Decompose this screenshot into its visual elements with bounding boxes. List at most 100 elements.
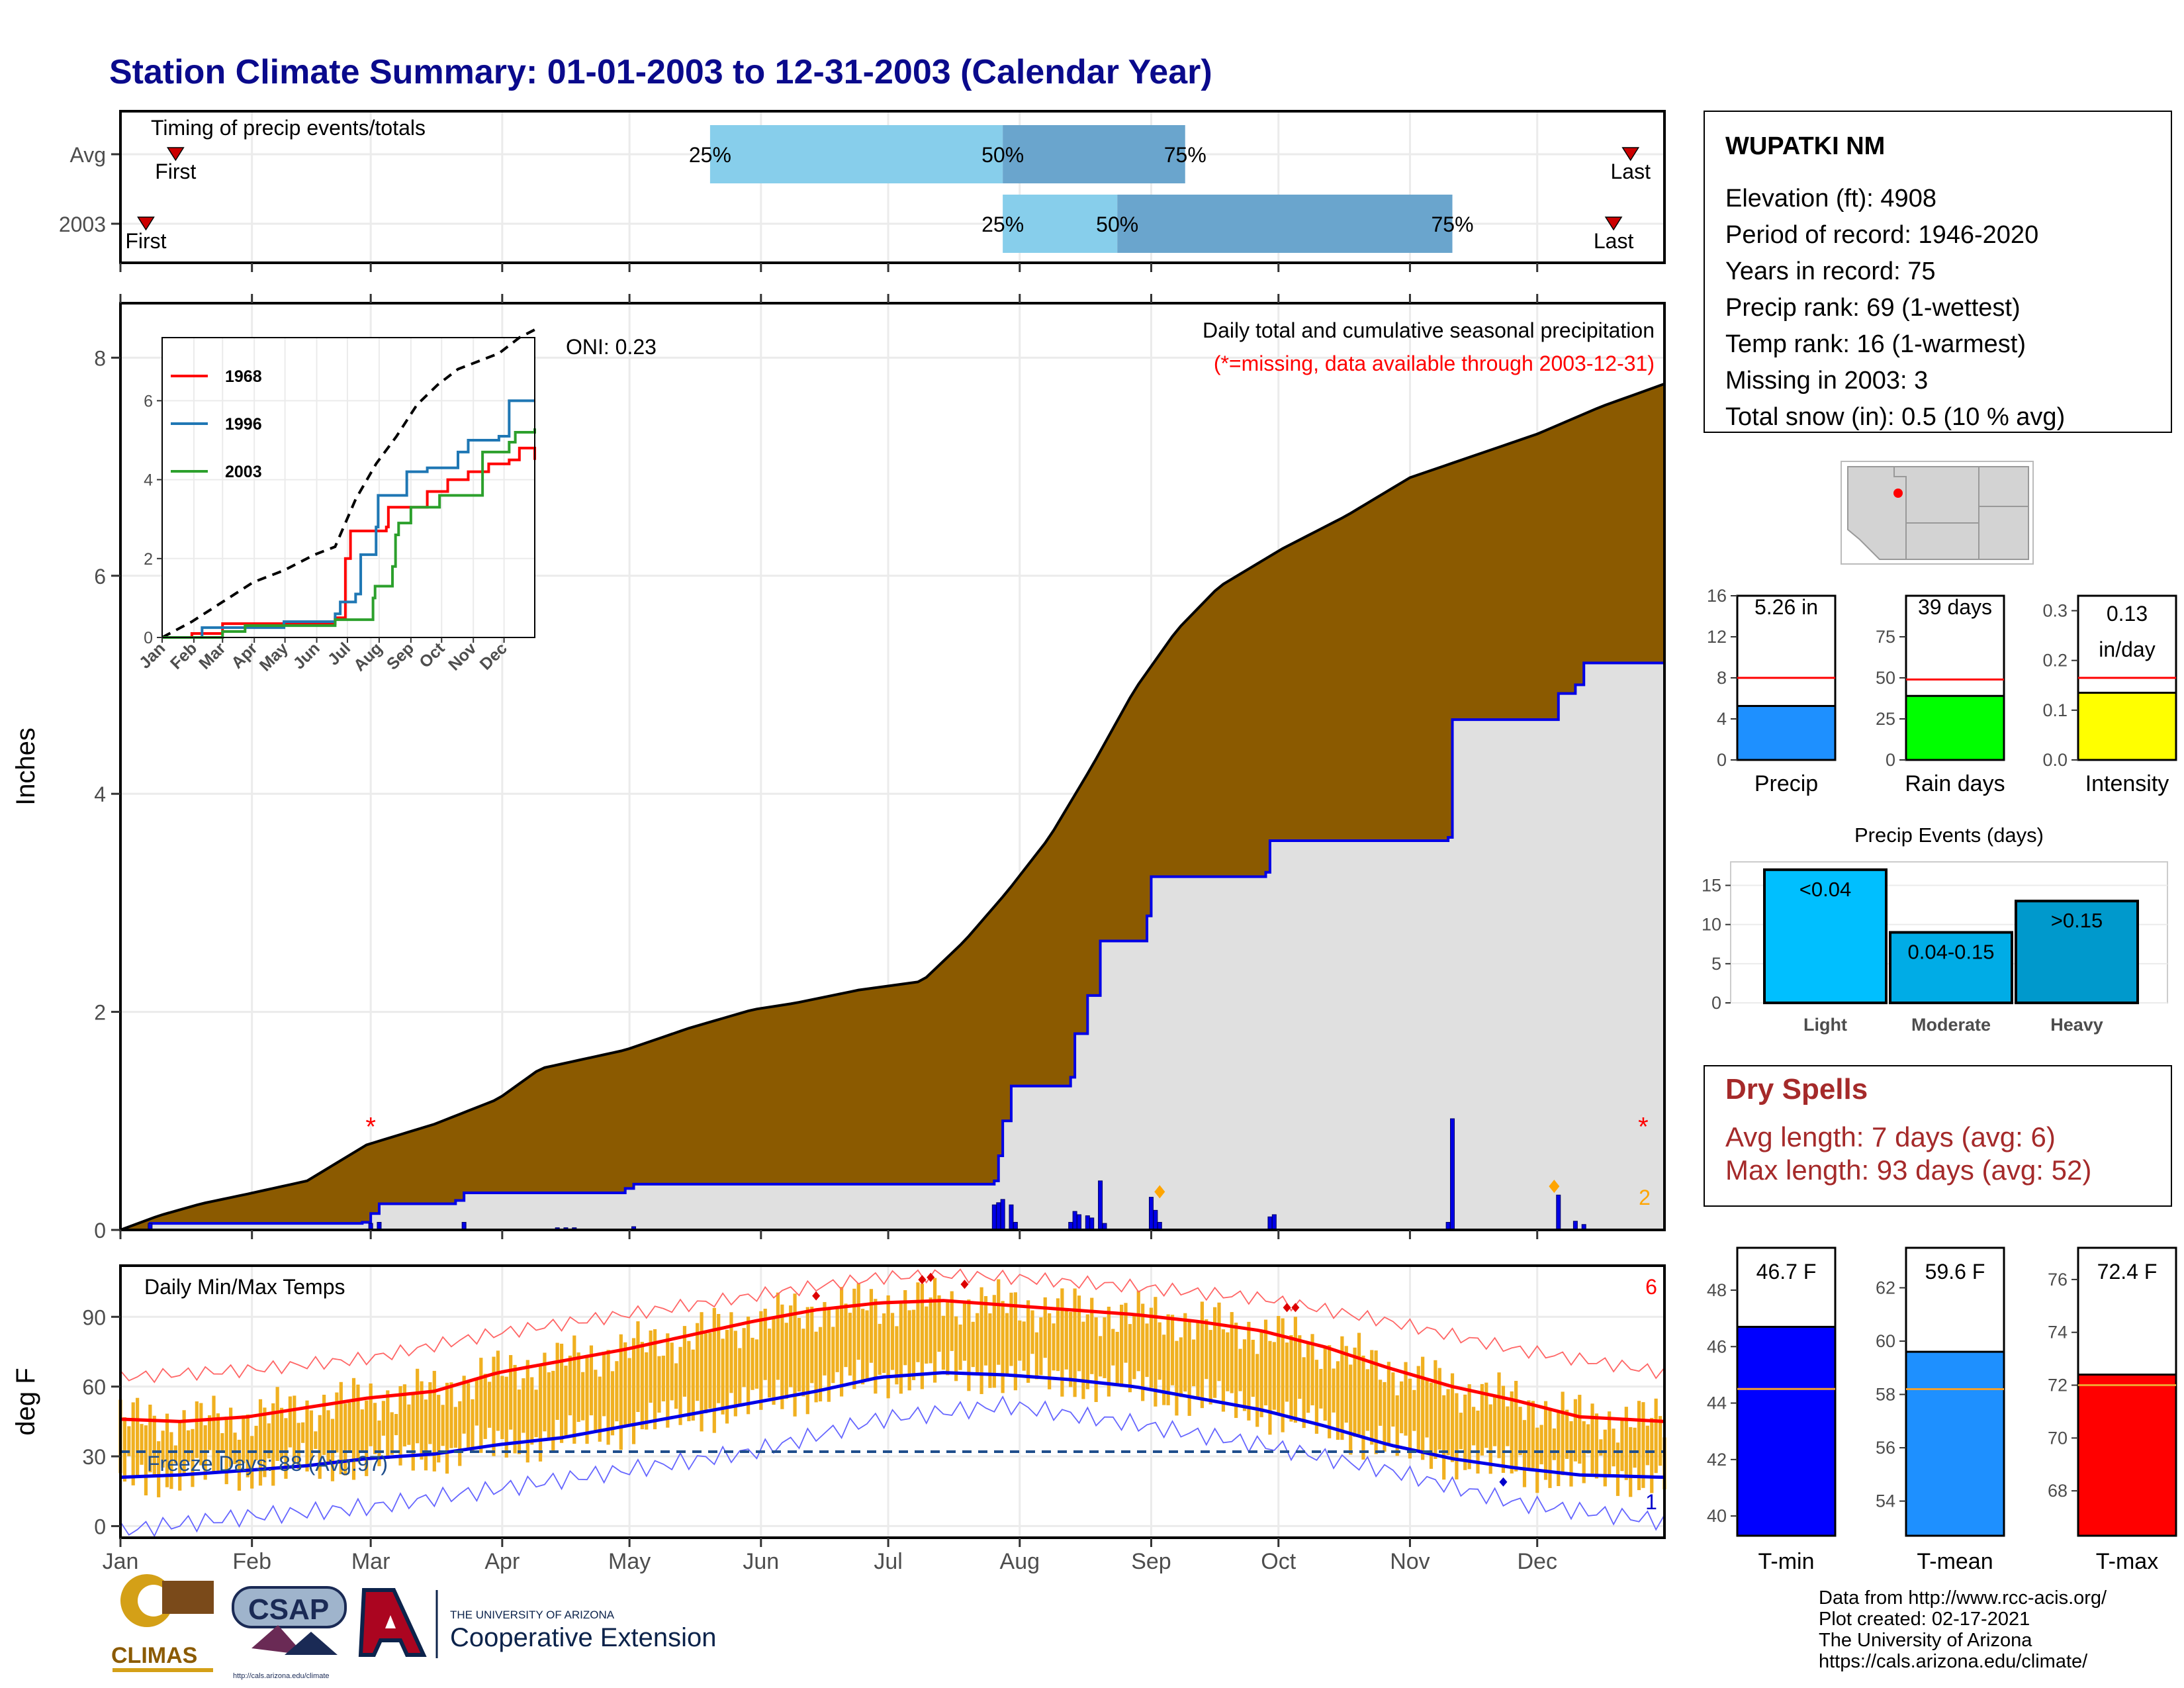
daily-temp-bar	[1022, 1321, 1026, 1371]
daily-temp-bar	[1081, 1321, 1085, 1399]
daily-temp-bar	[1565, 1409, 1569, 1459]
daily-precip-bar	[1009, 1204, 1014, 1231]
daily-temp-bar	[207, 1415, 212, 1450]
daily-temp-bar	[1471, 1407, 1476, 1446]
daily-temp-bar	[1077, 1295, 1081, 1372]
daily-temp-bar	[466, 1383, 471, 1450]
daily-temp-bar	[504, 1376, 508, 1458]
daily-temp-bar	[619, 1334, 623, 1450]
daily-temp-bar	[351, 1378, 356, 1480]
daily-temp-bar	[1391, 1372, 1395, 1427]
daily-temp-bar	[500, 1376, 504, 1439]
daily-temp-bar	[559, 1343, 564, 1443]
daily-temp-bar	[568, 1355, 572, 1416]
daily-temp-bar	[543, 1352, 547, 1432]
daily-temp-bar	[1226, 1332, 1230, 1391]
daily-temp-bar	[649, 1330, 653, 1403]
gauge-value-label: 39 days	[1918, 595, 1992, 619]
daily-temp-bar	[1314, 1360, 1319, 1434]
daily-temp-bar	[886, 1295, 890, 1399]
timing-title: Timing of precip events/totals	[151, 116, 426, 140]
daily-temp-bar	[670, 1342, 674, 1401]
y-tick-label: 2	[94, 1001, 106, 1025]
daily-temp-bar	[615, 1361, 619, 1422]
highlight-marker	[1154, 1185, 1165, 1199]
daily-precip-bar	[1085, 1215, 1090, 1231]
daily-precip-bar	[1077, 1214, 1082, 1231]
daily-temp-bar	[691, 1349, 695, 1421]
daily-temp-bar	[152, 1415, 156, 1477]
daily-temp-bar	[555, 1342, 559, 1421]
events-tick-label: 10	[1702, 915, 1721, 935]
record-high-marker	[918, 1275, 927, 1285]
daily-temp-bar	[594, 1370, 598, 1432]
gauge-tick-label: 0	[1886, 750, 1895, 770]
daily-precip-bar	[1153, 1209, 1158, 1231]
daily-temp-bar	[581, 1372, 585, 1421]
daily-temp-bar	[216, 1413, 220, 1473]
event-marker	[1621, 147, 1640, 162]
missing-count: 2	[1639, 1186, 1651, 1209]
inset-average-line	[161, 328, 535, 639]
daily-temp-bar	[666, 1333, 670, 1428]
daily-precip-bar	[1450, 1118, 1455, 1231]
daily-temp-bar	[1289, 1335, 1293, 1422]
missing-marker: *	[365, 1112, 376, 1141]
daily-temp-bar	[1293, 1317, 1297, 1423]
tgauge-tick-label: 70	[2048, 1428, 2068, 1448]
inset-y-tick-label: 2	[144, 550, 153, 569]
tgauge-label: T-max	[2096, 1549, 2158, 1574]
inset-series-2003	[162, 428, 536, 639]
panel-border	[119, 1264, 1666, 1539]
inset-series-1968	[162, 446, 536, 639]
daily-temp-bar	[946, 1300, 950, 1376]
gauge-tick-label: 50	[1876, 668, 1895, 688]
daily-temp-bar	[780, 1304, 784, 1409]
daily-temp-bar	[229, 1407, 233, 1468]
daily-temp-bar	[810, 1306, 814, 1383]
daily-temp-bar	[1255, 1354, 1259, 1427]
daily-temp-bar	[1608, 1411, 1612, 1475]
gauge-bar	[2077, 692, 2177, 761]
gauge-label: Rain days	[1905, 771, 2005, 796]
daily-temp-bar	[1535, 1427, 1539, 1493]
inset-month-label: Oct	[416, 639, 449, 672]
daily-temp-bar	[657, 1356, 661, 1413]
event-marker	[137, 216, 155, 231]
daily-temp-bar	[1416, 1366, 1420, 1452]
daily-temp-bar	[165, 1413, 169, 1487]
daily-temp-bar	[1543, 1401, 1548, 1480]
event-label: First	[155, 160, 196, 183]
credit-line: https://cals.arizona.edu/climate/	[1819, 1651, 2088, 1672]
daily-temp-bar	[1060, 1288, 1064, 1397]
daily-temp-bar	[530, 1377, 534, 1445]
y-tick-label: 90	[82, 1305, 106, 1329]
daily-temp-bar	[674, 1363, 678, 1409]
daily-temp-bar	[1085, 1314, 1089, 1389]
events-bar-label: 0.04-0.15	[1908, 941, 1995, 964]
record-low-count: 1	[1645, 1490, 1657, 1514]
daily-temp-bar	[865, 1310, 869, 1382]
daily-temp-bar	[1463, 1394, 1467, 1470]
gauge-bar	[1736, 704, 1837, 761]
inset-month-label: Aug	[350, 639, 386, 675]
daily-temp-bar	[1281, 1318, 1285, 1432]
tgauge-tick-label: 46	[1707, 1336, 1727, 1356]
daily-temp-bar	[432, 1370, 436, 1472]
daily-temp-bar	[1149, 1307, 1154, 1388]
daily-temp-bar	[318, 1415, 322, 1479]
daily-precip-bar	[1072, 1211, 1077, 1231]
quartile-bar-upper	[1117, 195, 1453, 253]
daily-temp-bar	[1259, 1331, 1263, 1417]
month-label: May	[608, 1549, 651, 1574]
daily-temp-bar	[1166, 1314, 1170, 1405]
daily-temp-bar	[1158, 1322, 1161, 1380]
daily-temp-bar	[682, 1326, 687, 1397]
daily-temp-bar	[979, 1287, 983, 1394]
quartile-bar-lower	[1003, 195, 1118, 253]
y-tick-label: 6	[94, 565, 106, 588]
month-label: Aug	[1000, 1549, 1040, 1574]
daily-temp-bar	[1098, 1336, 1103, 1377]
daily-temp-bar	[967, 1299, 971, 1391]
